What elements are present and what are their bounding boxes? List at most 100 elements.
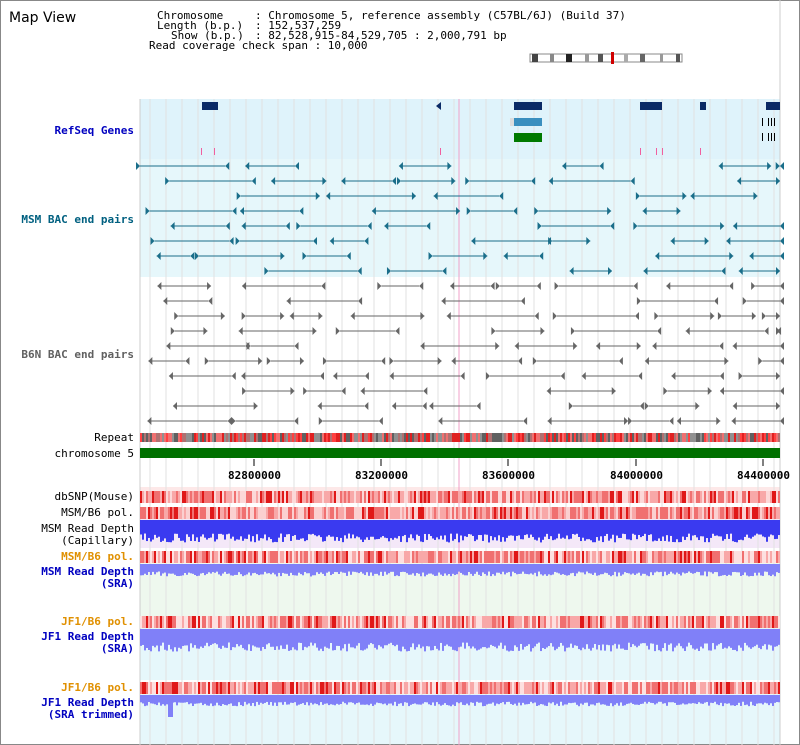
- jf1-sra-depth-bar: [676, 629, 678, 646]
- msm-b6-pol-sra-heat: [362, 551, 364, 563]
- jf1-b6-pol-2-heat: [162, 682, 164, 694]
- repeat-feature: [740, 433, 742, 442]
- jf1-sra-depth-bar: [156, 629, 158, 646]
- track-label-b6n-bac[interactable]: B6N BAC end pairs: [21, 348, 134, 361]
- jf1-sra-depth-bar: [426, 629, 428, 647]
- msm-b6-pol-heat: [344, 507, 346, 519]
- dbsnp-heat: [716, 491, 718, 503]
- track-label-msm-depth-capillary[interactable]: MSM Read Depth: [41, 522, 134, 535]
- track-label-msm-b6-pol[interactable]: MSM/B6 pol.: [61, 506, 134, 519]
- track-label-jf1-depth-trimmed[interactable]: JF1 Read Depth: [41, 696, 134, 709]
- track-label-msm-depth-sra[interactable]: MSM Read Depth: [41, 565, 134, 578]
- jf1-sra-depth-bar: [650, 629, 652, 644]
- msm-sra-depth-bar: [674, 564, 676, 575]
- msm-b6-pol-heat: [164, 507, 166, 519]
- jf1-b6-pol-2-heat: [684, 682, 686, 694]
- msm-capillary-depth-bar: [356, 520, 358, 537]
- msm-capillary-depth-bar: [236, 520, 238, 540]
- msm-b6-pol-sra-heat: [180, 551, 182, 563]
- b6n-bac-pair-end: [761, 312, 766, 320]
- msm-b6-pol-heat: [416, 507, 418, 519]
- jf1-b6-pol-heat: [234, 616, 236, 628]
- track-label-refseq[interactable]: RefSeq Genes: [54, 124, 134, 137]
- jf1-b6-pol-2-heat: [548, 682, 550, 694]
- jf1-b6-pol-2-heat: [274, 682, 276, 694]
- repeat-feature: [648, 433, 650, 442]
- track-label-msm-b6-pol-sra[interactable]: MSM/B6 pol.: [61, 550, 134, 563]
- msm-capillary-depth-bar: [646, 520, 648, 541]
- jf1-b6-pol-2-heat: [744, 682, 746, 694]
- dbsnp-heat: [710, 491, 712, 503]
- jf1-b6-pol-2-heat: [566, 682, 568, 694]
- jf1-sra-depth-bar: [774, 629, 776, 647]
- repeat-feature: [728, 433, 730, 442]
- msm-capillary-depth-bar: [766, 520, 768, 542]
- jf1-b6-pol-2-heat: [692, 682, 694, 694]
- jf1-trim-depth-bar: [746, 695, 748, 705]
- jf1-trim-depth-bar: [486, 695, 488, 705]
- track-label-msm-bac[interactable]: MSM BAC end pairs: [21, 213, 134, 226]
- msm-sra-depth-bar: [328, 564, 330, 572]
- jf1-sra-depth-bar: [270, 629, 272, 647]
- jf1-b6-pol-heat: [658, 616, 660, 628]
- jf1-b6-pol-heat: [596, 616, 598, 628]
- msm-sra-depth-bar: [710, 564, 712, 573]
- dbsnp-heat: [678, 491, 680, 503]
- dbsnp-heat: [672, 491, 674, 503]
- msm-b6-pol-sra-heat: [354, 551, 356, 563]
- msm-bac-pair-end: [326, 192, 331, 200]
- jf1-sra-depth-bar: [150, 629, 152, 652]
- jf1-sra-depth-bar: [572, 629, 574, 648]
- jf1-b6-pol-heat: [368, 616, 370, 628]
- msm-b6-pol-sra-heat: [386, 551, 388, 563]
- track-label-jf1-b6-pol[interactable]: JF1/B6 pol.: [61, 615, 134, 628]
- repeat-feature: [166, 433, 168, 442]
- jf1-b6-pol-2-heat: [586, 682, 588, 694]
- repeat-feature: [312, 433, 314, 442]
- jf1-trim-depth-bar: [638, 695, 640, 705]
- msm-b6-pol-sra-heat: [550, 551, 552, 563]
- track-label-jf1-b6-pol-2[interactable]: JF1/B6 pol.: [61, 681, 134, 694]
- dbsnp-heat: [358, 491, 360, 503]
- jf1-b6-pol-2-heat: [448, 682, 450, 694]
- jf1-sra-depth-bar: [538, 629, 540, 643]
- refseq-exon: [774, 133, 775, 141]
- msm-b6-pol-sra-heat: [600, 551, 602, 563]
- jf1-trim-depth-bar: [290, 695, 292, 703]
- repeat-feature: [228, 433, 230, 442]
- jf1-trim-depth-bar: [758, 695, 760, 704]
- msm-sra-depth-bar: [358, 564, 360, 574]
- jf1-b6-pol-heat: [532, 616, 534, 628]
- dbsnp-heat: [478, 491, 480, 503]
- msm-sra-depth-bar: [482, 564, 484, 573]
- jf1-sra-depth-bar: [498, 629, 500, 646]
- dbsnp-heat: [532, 491, 534, 503]
- track-label-chromosome[interactable]: chromosome 5: [54, 447, 134, 460]
- dbsnp-heat: [308, 491, 310, 503]
- msm-sra-depth-bar: [158, 564, 160, 572]
- msm-b6-pol-sra-heat: [718, 551, 720, 563]
- jf1-b6-pol-2-heat: [700, 682, 702, 694]
- track-label-repeat[interactable]: Repeat: [94, 431, 134, 444]
- msm-sra-depth-bar: [340, 564, 342, 572]
- dbsnp-heat: [162, 491, 164, 503]
- jf1-trim-depth-bar: [382, 695, 384, 705]
- jf1-trim-depth-bar: [644, 695, 646, 702]
- msm-b6-pol-heat: [378, 507, 380, 519]
- msm-b6-pol-sra-heat: [222, 551, 224, 563]
- jf1-b6-pol-2-heat: [406, 682, 408, 694]
- repeat-feature: [586, 433, 588, 442]
- dbsnp-heat: [374, 491, 376, 503]
- track-label-jf1-depth[interactable]: JF1 Read Depth: [41, 630, 134, 643]
- msm-b6-pol-sra-heat: [140, 551, 142, 563]
- jf1-b6-pol-heat: [252, 616, 254, 628]
- jf1-b6-pol-2-heat: [386, 682, 388, 694]
- jf1-sra-depth-bar: [758, 629, 760, 648]
- repeat-feature: [468, 433, 470, 442]
- track-label-dbsnp[interactable]: dbSNP(Mouse): [54, 490, 134, 503]
- dbsnp-heat: [632, 491, 634, 503]
- jf1-sra-depth-bar: [578, 629, 580, 650]
- msm-capillary-depth-bar: [568, 520, 570, 540]
- msm-b6-pol-sra-heat: [730, 551, 732, 563]
